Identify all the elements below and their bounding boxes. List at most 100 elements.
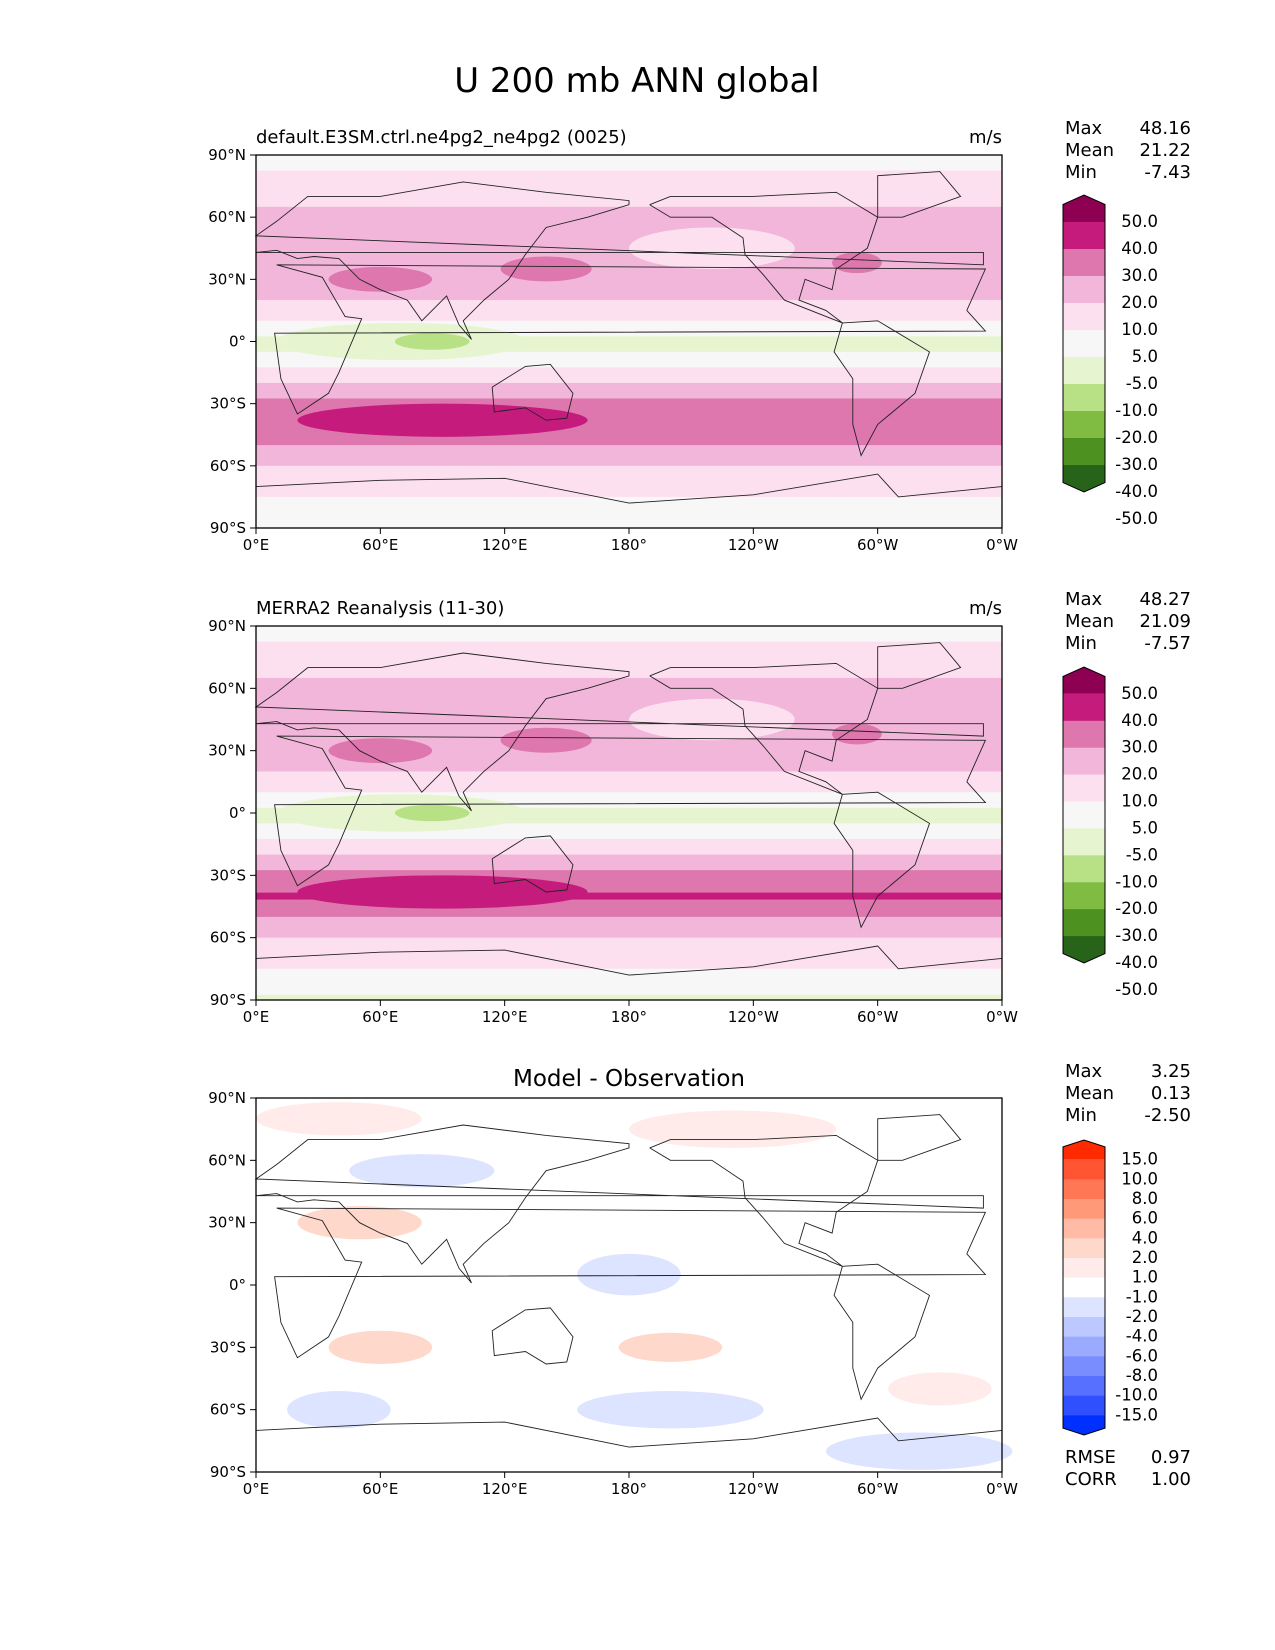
contour-band — [256, 372, 1002, 379]
colorbar-swatch — [1063, 774, 1105, 803]
contour-region — [328, 1330, 433, 1364]
coastlines — [254, 1114, 1003, 1448]
contour-band — [256, 989, 1002, 996]
contour-band — [256, 807, 1002, 814]
contour-region — [500, 256, 592, 282]
contour-band — [256, 916, 1002, 921]
colorbar-swatch — [1063, 1395, 1105, 1416]
contour-band — [256, 382, 1002, 389]
contour-band — [256, 755, 1002, 762]
contour-band — [256, 781, 1002, 788]
y-tick-label: 0° — [229, 804, 246, 822]
coastline — [649, 191, 879, 324]
y-tick-label: 30°S — [210, 395, 246, 413]
contour-band — [256, 903, 1002, 908]
coastline — [833, 1263, 931, 1401]
colorbar-tick-label: -5.0 — [1126, 845, 1158, 864]
colorbar-tick-label: -10.0 — [1115, 1386, 1158, 1405]
contour-band — [256, 844, 1002, 850]
coastline — [877, 171, 962, 218]
contour-band — [256, 300, 1002, 306]
coastline — [649, 662, 879, 795]
contour-band — [256, 458, 1002, 463]
contour-band — [256, 797, 1002, 804]
colorbar-swatch — [1063, 747, 1105, 776]
colorbar-swatch — [1063, 411, 1105, 439]
map-panel-2: 0°E 60°E 120°E 180° 120°W 60°W 0°W 90°N 60°N 30°N… — [208, 589, 1191, 1026]
contour-band — [256, 729, 1002, 736]
x-tick-label: 120°W — [728, 1008, 779, 1026]
contour-band — [256, 284, 1002, 291]
y-tick-label: 30°N — [208, 1214, 246, 1232]
y-tick-label: 30°S — [210, 866, 246, 884]
contour-region — [394, 804, 470, 822]
y-tick-label: 60°S — [210, 457, 246, 475]
colorbar-swatch — [1063, 384, 1105, 412]
contour-band — [256, 899, 1002, 904]
contour-band — [256, 979, 1002, 986]
colorbar-tick-label: -6.0 — [1126, 1346, 1158, 1365]
contour-band — [256, 448, 1002, 453]
contour-band — [256, 362, 1002, 369]
contour-band — [256, 471, 1002, 477]
contour-band — [256, 984, 1002, 991]
stat-value: 48.27 — [1139, 589, 1191, 610]
colorbar-tick-label: 5.0 — [1132, 818, 1158, 837]
coastline — [491, 835, 574, 893]
colorbar-swatch — [1063, 855, 1105, 883]
y-tick-label: 30°N — [208, 270, 246, 288]
contour-band — [256, 502, 1002, 508]
colorbar-tick-label: -1.0 — [1126, 1287, 1158, 1306]
y-tick-label: 90°S — [210, 1463, 246, 1481]
contour-band — [256, 994, 1002, 1001]
contour-band — [256, 248, 1002, 255]
colorbar-tick-label: -20.0 — [1115, 428, 1158, 447]
contour-region — [287, 1390, 391, 1429]
contour-band — [256, 709, 1002, 715]
coastline — [274, 264, 987, 415]
contour-band — [256, 331, 1002, 337]
contour-band — [256, 336, 1002, 343]
contour-band — [256, 258, 1002, 265]
x-tick-label: 120°E — [482, 536, 528, 554]
contour-band — [256, 420, 1002, 425]
contour-band — [256, 859, 1002, 866]
colorbar-tick-label: 15.0 — [1121, 1150, 1158, 1169]
colorbar-tick-label: -10.0 — [1115, 401, 1158, 420]
coastline — [254, 181, 984, 340]
contour-band — [256, 407, 1002, 412]
coastline — [649, 1134, 879, 1267]
x-tick-label: 0°E — [243, 536, 270, 554]
panel-units: m/s — [969, 598, 1002, 619]
colorbar-swatch — [1063, 357, 1105, 385]
contour-band — [256, 417, 1002, 422]
stat-label: Max — [1065, 1061, 1103, 1082]
y-tick-label: 90°N — [208, 146, 246, 164]
colorbar-swatch — [1063, 249, 1105, 277]
y-tick-label: 30°N — [208, 742, 246, 760]
colorbar-tick-label: 20.0 — [1121, 765, 1158, 784]
contour-band — [256, 398, 1002, 405]
colorbar-tick-label: 4.0 — [1132, 1228, 1158, 1247]
contour-band — [256, 237, 1002, 244]
stat-value: -7.43 — [1144, 162, 1191, 183]
stat-value: -2.50 — [1144, 1105, 1191, 1126]
coastlines — [254, 642, 1003, 976]
stat-label: Mean — [1065, 140, 1114, 161]
y-tick-label: 0° — [229, 333, 246, 351]
contour-band — [256, 507, 1002, 514]
contour-region — [297, 403, 588, 437]
contour-band — [256, 434, 1002, 439]
stat-label: Min — [1065, 162, 1097, 183]
contour-band — [256, 462, 1002, 467]
coastline — [254, 652, 984, 812]
contour-band — [256, 703, 1002, 710]
field-contours — [256, 626, 1002, 1001]
colorbar-swatch — [1063, 438, 1105, 466]
contour-band — [256, 792, 1002, 799]
coastline — [255, 473, 1003, 504]
colorbar-tick-label: -50.0 — [1115, 980, 1158, 999]
x-tick-label: 0°E — [243, 1008, 270, 1026]
contour-band — [256, 740, 1002, 747]
colorbar-tick-label: 1.0 — [1132, 1268, 1158, 1287]
